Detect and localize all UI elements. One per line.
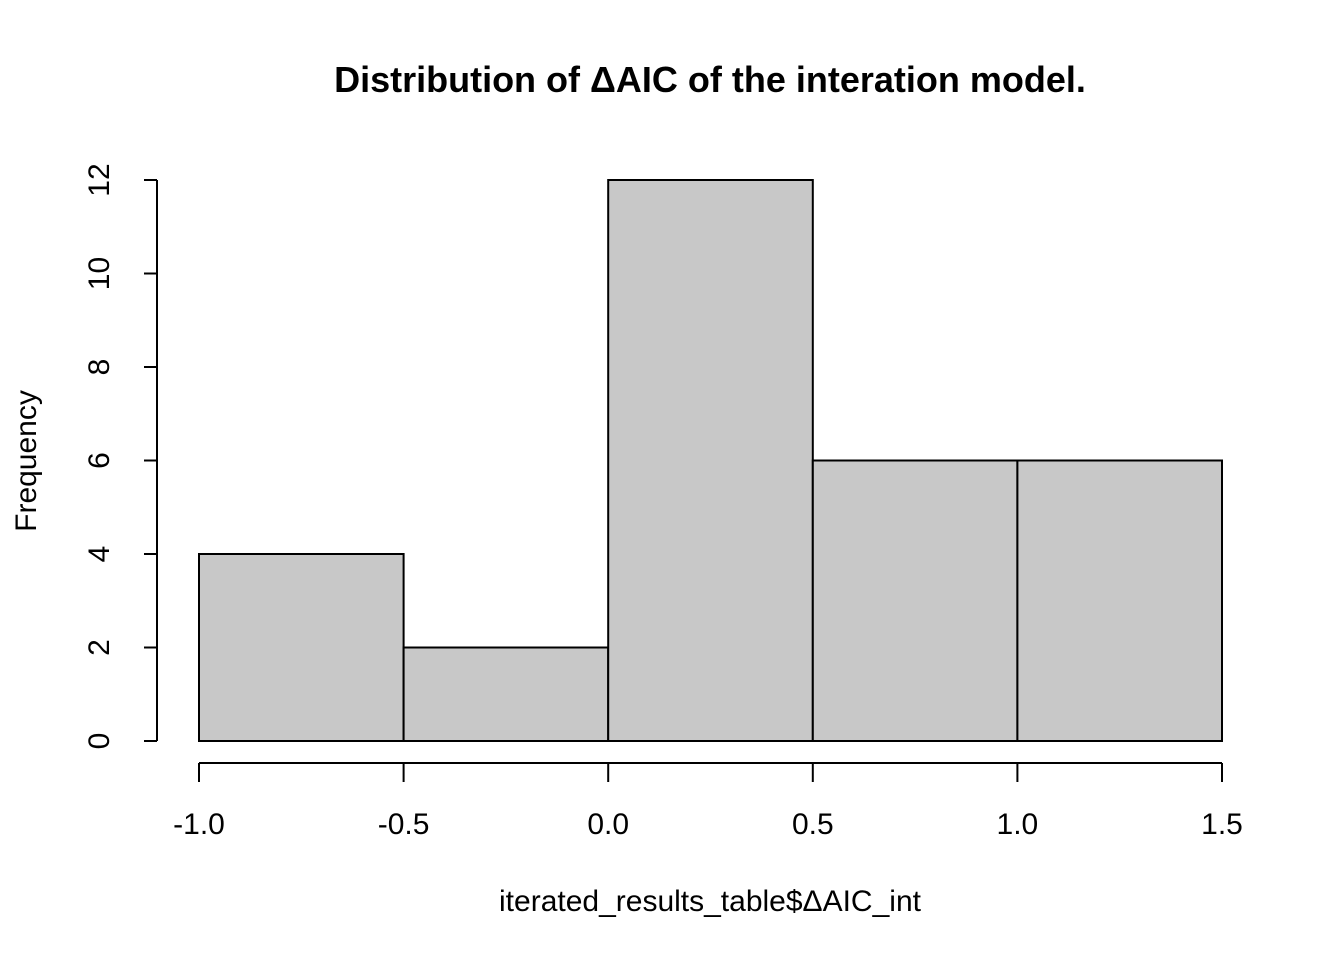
y-tick-label: 4 [83, 546, 116, 563]
x-tick-label: 0.0 [587, 808, 629, 841]
histogram-bar-4 [811, 459, 1019, 742]
histogram-bar-1 [198, 553, 405, 742]
x-tick-label: -0.5 [378, 808, 430, 841]
bars-group [198, 179, 1224, 742]
x-tick-label: 0.5 [792, 808, 834, 841]
x-tick-label: -1.0 [173, 808, 225, 841]
y-tick-label: 0 [83, 733, 116, 750]
histogram-bar-2 [402, 646, 610, 742]
y-axis-label: Frequency [10, 390, 43, 532]
y-axis: 0 2 4 6 8 10 12 [83, 163, 158, 750]
x-axis: -1.0 -0.5 0.0 0.5 1.0 1.5 [173, 762, 1243, 841]
y-tick-label: 12 [83, 163, 116, 196]
y-tick-label: 8 [83, 359, 116, 376]
histogram-bar-3 [607, 179, 814, 742]
y-tick-label: 6 [83, 452, 116, 469]
x-tick-label: 1.5 [1201, 808, 1243, 841]
chart-title: Distribution of ΔAIC of the interation m… [334, 59, 1086, 100]
x-tick-label: 1.0 [997, 808, 1039, 841]
y-tick-label: 10 [83, 257, 116, 290]
histogram-bar-5 [1016, 459, 1224, 742]
x-axis-label: iterated_results_table$ΔAIC_int [499, 885, 922, 918]
y-tick-label: 2 [83, 639, 116, 656]
